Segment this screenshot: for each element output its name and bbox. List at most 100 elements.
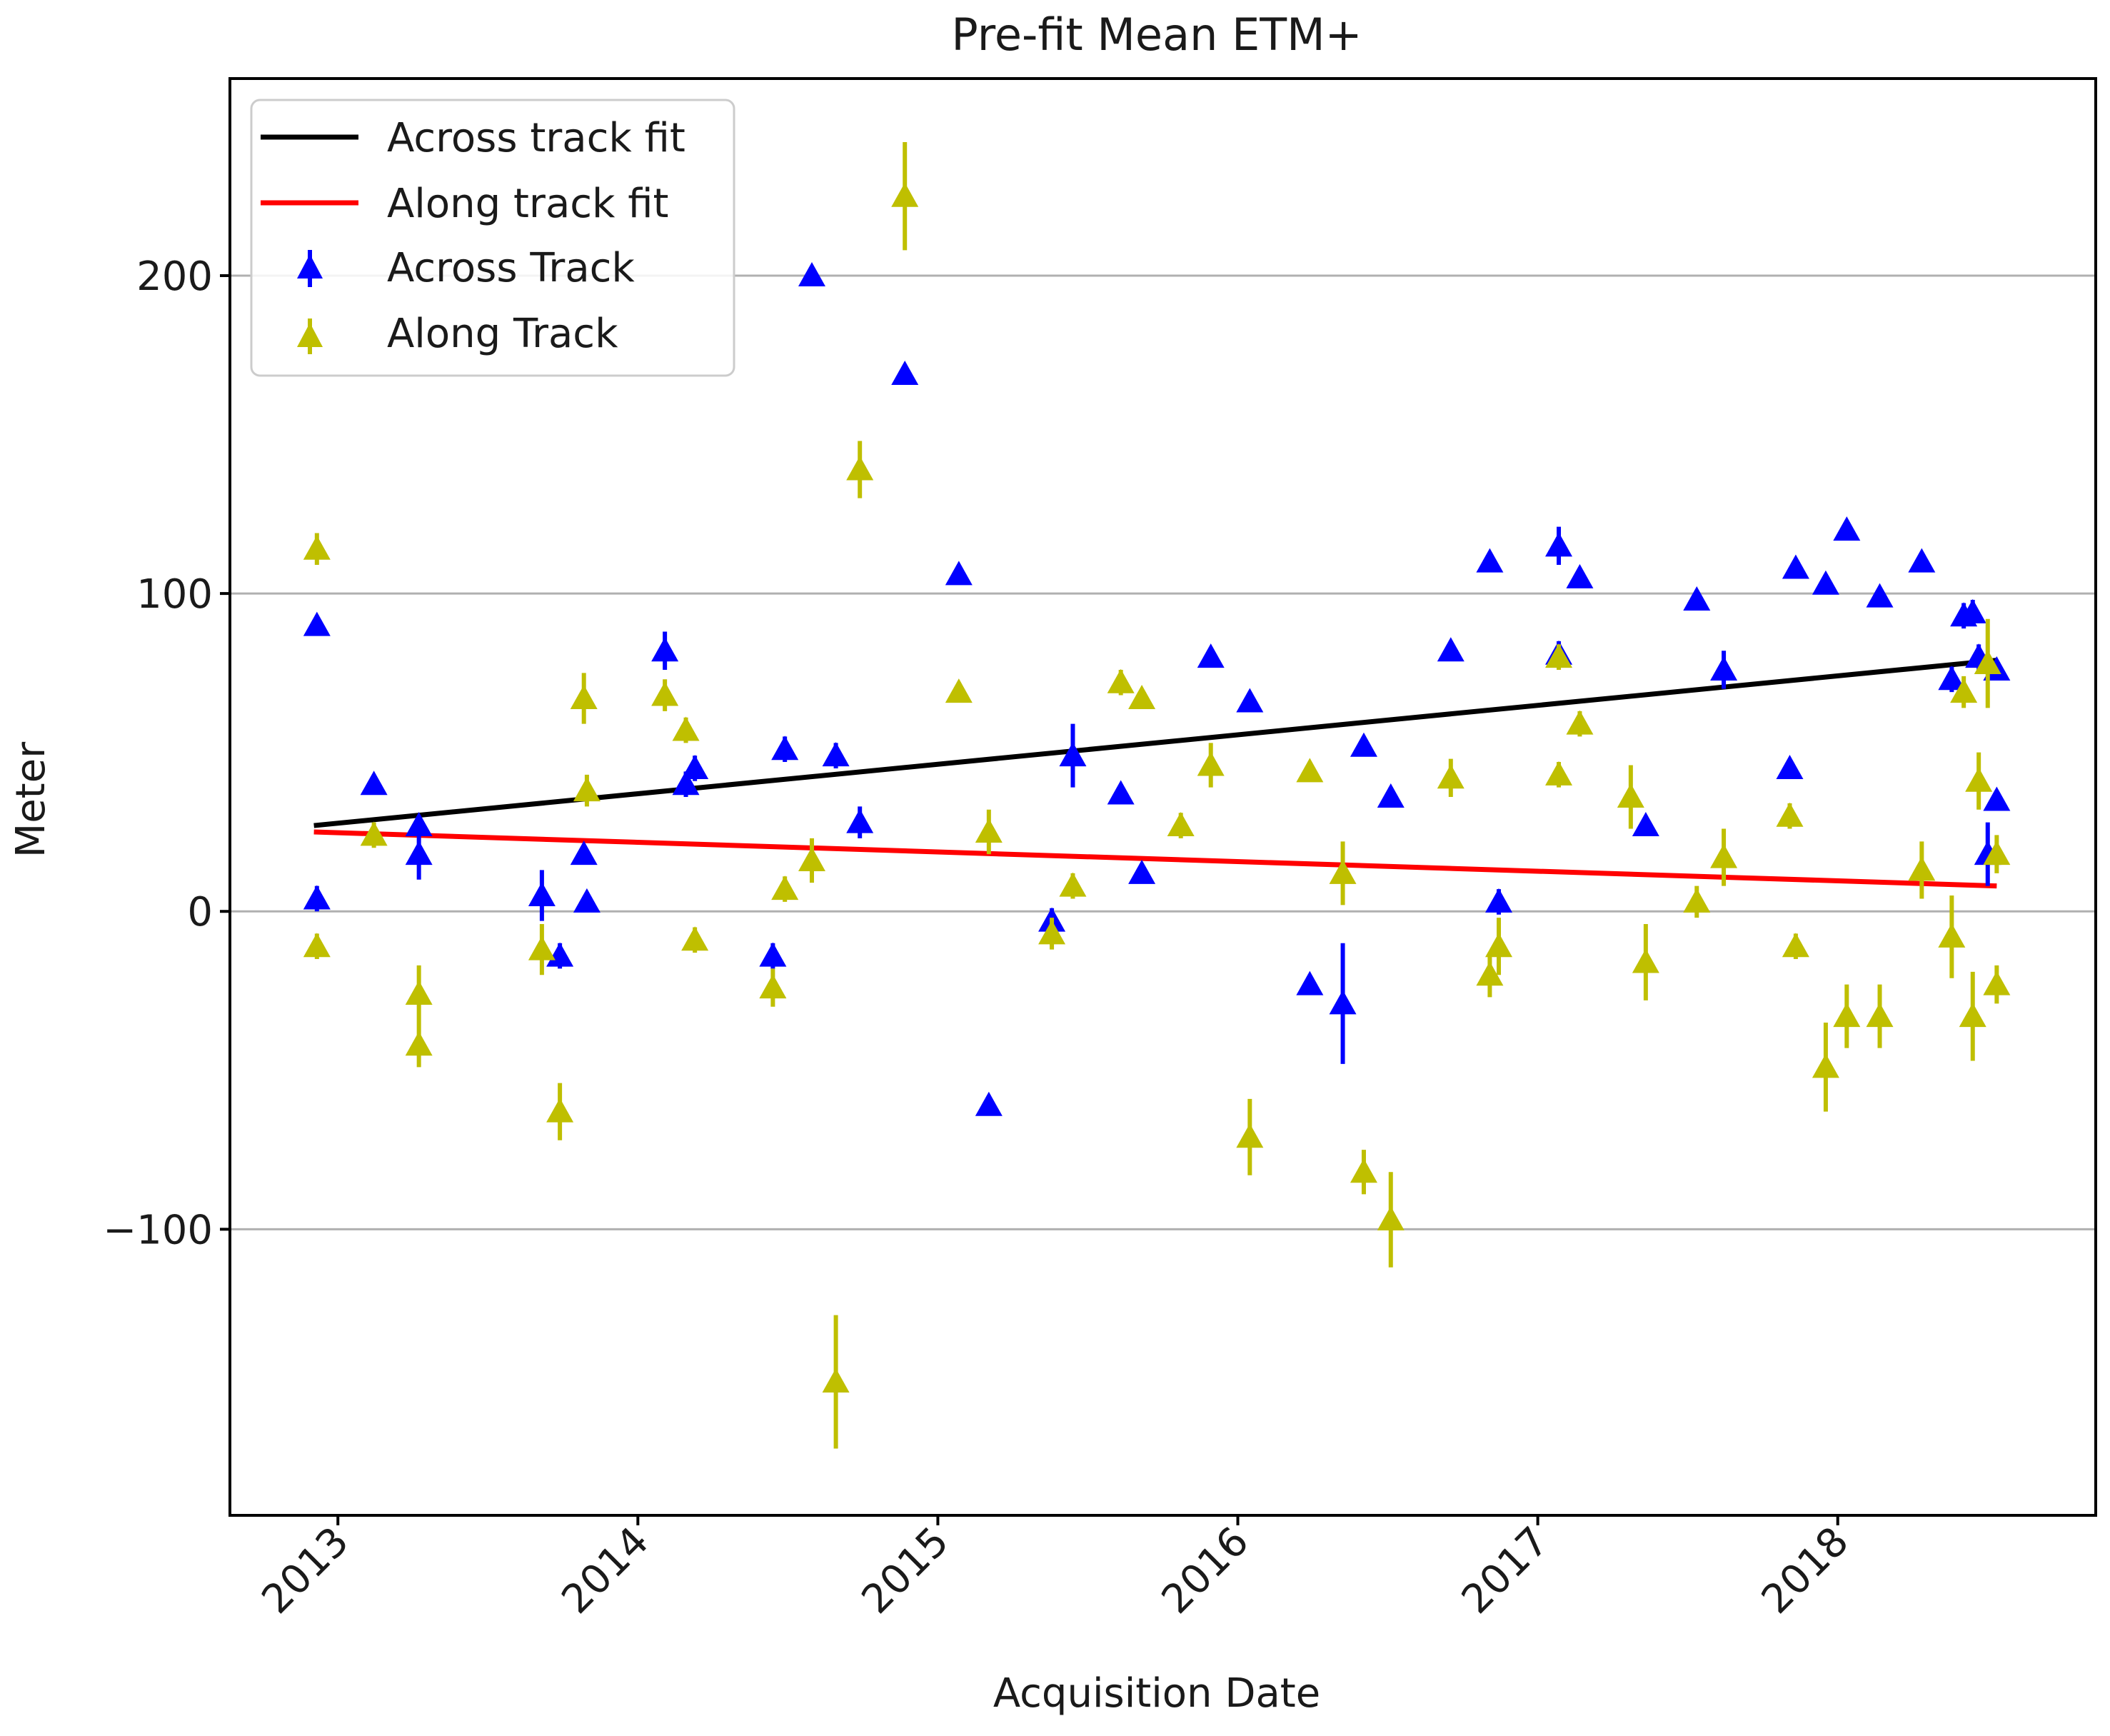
data-point: [405, 841, 433, 866]
data-point: [1812, 570, 1839, 595]
data-point: [1485, 888, 1513, 913]
data-point: [681, 754, 709, 779]
data-point: [1107, 668, 1135, 693]
y-tick-label: −100: [103, 1207, 213, 1253]
data-point: [1812, 1053, 1839, 1078]
data-point: [1833, 1003, 1861, 1028]
data-point: [1566, 710, 1594, 735]
data-point: [573, 777, 601, 802]
data-point: [1974, 650, 2001, 675]
data-point: [1236, 688, 1264, 713]
data-point: [1938, 666, 1966, 691]
data-point: [1197, 643, 1225, 668]
data-point: [1566, 563, 1594, 588]
data-point: [1782, 554, 1809, 579]
data-point: [1329, 990, 1357, 1015]
y-tick-label: 200: [136, 254, 213, 300]
data-point: [1950, 678, 1978, 703]
legend: Across track fit Along track fit Across …: [250, 99, 735, 377]
data-point: [1866, 1003, 1894, 1028]
data-point: [1710, 843, 1738, 868]
data-point: [672, 771, 700, 796]
data-point: [1617, 783, 1644, 808]
data-point: [798, 261, 825, 286]
data-point: [1938, 923, 1966, 948]
data-point: [1377, 783, 1405, 808]
data-point: [1059, 742, 1087, 767]
data-point: [1632, 948, 1659, 973]
data-point: [1437, 637, 1465, 662]
data-point: [1107, 780, 1135, 805]
legend-label-across-track: Across Track: [387, 245, 635, 291]
data-point: [1329, 859, 1357, 884]
data-point: [1350, 732, 1377, 757]
data-point: [1782, 933, 1809, 958]
across-track-series: [303, 261, 2011, 1116]
data-point: [1983, 841, 2011, 866]
legend-label-along-track: Along Track: [387, 311, 618, 357]
data-point: [1038, 920, 1066, 945]
x-axis-label: Acquisition Date: [993, 1670, 1320, 1717]
data-point: [1908, 548, 1936, 573]
plot-frame: [228, 77, 2097, 1517]
data-point: [681, 926, 709, 951]
data-point: [1545, 761, 1573, 786]
data-point: [672, 716, 700, 741]
data-point: [303, 885, 331, 910]
data-point: [303, 611, 331, 636]
data-point: [1545, 532, 1573, 557]
data-point: [1776, 754, 1804, 779]
data-point: [1377, 1206, 1405, 1231]
data-point: [1296, 970, 1324, 995]
along-track-series: [303, 142, 2011, 1449]
data-point: [405, 980, 433, 1005]
data-point: [1167, 812, 1195, 837]
data-point: [975, 1091, 1003, 1116]
legend-box: [250, 99, 735, 377]
data-point: [1776, 802, 1804, 827]
data-point: [1476, 548, 1504, 573]
data-point: [891, 360, 919, 385]
data-point: [1683, 888, 1711, 913]
y-axis-label: Meter: [8, 741, 54, 858]
legend-swatch-across-track: [297, 250, 323, 287]
data-point: [1236, 1123, 1264, 1148]
data-point: [945, 678, 973, 703]
data-point: [1965, 767, 1993, 792]
data-point: [1833, 516, 1861, 541]
data-point: [546, 1098, 574, 1123]
data-point: [1683, 586, 1711, 611]
data-point: [570, 841, 598, 866]
data-point: [1545, 643, 1573, 668]
data-point: [1128, 685, 1156, 710]
data-point: [1485, 933, 1513, 958]
legend-swatch-along-track: [297, 318, 323, 354]
data-point: [1710, 656, 1738, 681]
data-point: [303, 933, 331, 958]
data-point: [759, 942, 787, 967]
data-point: [1983, 786, 2011, 811]
y-tick-label: 0: [187, 889, 213, 935]
data-point: [528, 935, 556, 960]
data-point: [1059, 872, 1087, 897]
data-point: [1296, 758, 1324, 783]
data-point: [891, 182, 919, 207]
data-point: [573, 888, 601, 913]
along-track-fit-line: [313, 829, 1997, 889]
data-point: [771, 736, 799, 761]
data-point: [846, 808, 874, 833]
data-point: [1866, 583, 1894, 608]
data-point: [1350, 1158, 1377, 1183]
data-point: [405, 812, 433, 837]
data-point: [771, 875, 799, 900]
data-point: [1959, 1003, 1986, 1028]
data-point: [822, 742, 850, 767]
data-point: [303, 535, 331, 560]
data-point: [546, 942, 574, 967]
data-point: [1476, 961, 1504, 986]
legend-label-across-fit: Across track fit: [387, 115, 685, 161]
data-point: [945, 561, 973, 586]
data-point: [1983, 970, 2011, 995]
data-point: [1437, 764, 1465, 789]
